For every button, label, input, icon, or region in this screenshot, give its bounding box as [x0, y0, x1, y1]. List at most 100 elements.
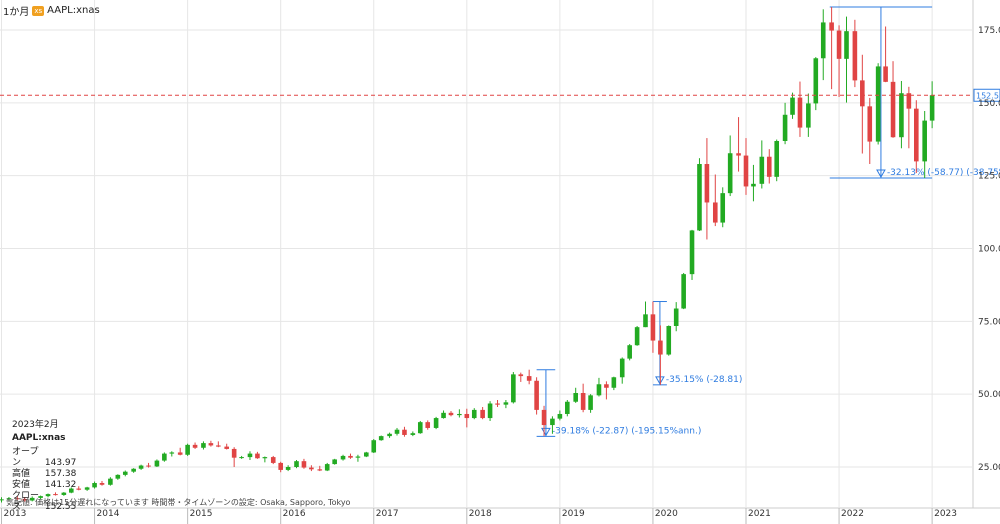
- candle: [169, 451, 175, 457]
- candle: [627, 344, 632, 361]
- candle: [68, 487, 74, 494]
- info-value: 152.55: [44, 502, 77, 512]
- candle-body: [239, 457, 244, 459]
- candle-body: [464, 413, 470, 419]
- candle: [162, 452, 167, 462]
- candle-body: [899, 93, 904, 138]
- candle: [22, 497, 28, 502]
- info-value: 143.97: [44, 458, 77, 468]
- candle: [387, 432, 392, 438]
- info-label: 高値: [12, 469, 31, 479]
- price-label-box: [973, 88, 1000, 102]
- ohlc-info-panel: 2023年2月 AAPL:xnas オープン 143.97 高値 157.38 …: [12, 420, 76, 513]
- candle: [875, 63, 881, 145]
- candle-body: [262, 457, 268, 459]
- info-value: 141.32: [44, 480, 77, 490]
- candle-body: [208, 443, 214, 446]
- candle: [704, 138, 710, 240]
- candle: [177, 447, 183, 456]
- candle: [364, 451, 369, 458]
- candle: [301, 458, 307, 469]
- candle: [495, 399, 500, 407]
- y-tick-label: 25.00: [978, 463, 1000, 473]
- annotation: -35.15% (-28.81): [652, 301, 742, 386]
- candle: [526, 369, 532, 385]
- candle-body: [759, 156, 765, 184]
- candle-body: [503, 402, 509, 405]
- candle-body: [829, 22, 834, 31]
- candle: [580, 383, 586, 413]
- candle: [681, 272, 686, 310]
- candle: [45, 493, 51, 498]
- candle: [38, 495, 43, 500]
- candle: [766, 149, 772, 184]
- candle-body: [541, 409, 547, 426]
- x-tick-label: 2023: [934, 509, 957, 519]
- candle-body: [704, 164, 710, 203]
- price-label: 152.55: [973, 88, 1000, 102]
- candle-body: [712, 202, 718, 223]
- candle-body: [890, 81, 896, 138]
- candle-body: [371, 440, 377, 453]
- candle: [122, 470, 128, 477]
- candle-body: [565, 401, 570, 414]
- candle: [6, 497, 12, 501]
- chart-header: 1か月 xs AAPL:xnas: [3, 3, 100, 18]
- candle: [394, 427, 400, 436]
- x-tick-label: 2016: [283, 509, 306, 519]
- candle: [324, 462, 330, 472]
- candle-body: [658, 340, 663, 355]
- candle-body: [457, 413, 462, 416]
- candle-body: [604, 384, 609, 388]
- candle: [906, 86, 912, 149]
- candle: [154, 459, 160, 467]
- candle-body: [364, 452, 369, 457]
- candle: [541, 405, 547, 437]
- candle-body: [294, 461, 299, 467]
- period-selector[interactable]: 1か月: [3, 7, 30, 18]
- candle-body: [526, 376, 532, 381]
- candle-body: [914, 108, 919, 162]
- candle: [596, 377, 602, 397]
- x-tick-label: 2015: [190, 509, 213, 519]
- candle-body: [487, 403, 493, 419]
- candle-body: [596, 384, 602, 396]
- candle-body: [115, 474, 121, 479]
- candle-body: [340, 455, 346, 460]
- candle: [371, 439, 377, 454]
- candle: [76, 486, 82, 491]
- candle: [146, 462, 151, 468]
- candle-body: [844, 31, 849, 59]
- candle: [712, 174, 718, 227]
- annotation-label: -39.18% (-22.87) (-195.15%ann.): [552, 426, 701, 436]
- info-row-high: 高値 157.38: [12, 469, 76, 480]
- candle: [185, 443, 190, 456]
- info-date: 2023年2月: [12, 420, 59, 430]
- info-row-open: オープン 143.97: [12, 447, 76, 469]
- candle-body: [0, 499, 4, 501]
- candle-body: [627, 345, 632, 359]
- candle: [790, 92, 795, 119]
- candle: [751, 164, 756, 202]
- candle: [813, 57, 819, 111]
- candle: [378, 435, 384, 441]
- candle: [782, 102, 788, 145]
- candle: [720, 187, 726, 228]
- candle: [550, 416, 555, 434]
- candle: [410, 431, 416, 437]
- candle: [867, 97, 873, 165]
- candle: [611, 376, 617, 391]
- candle-body: [162, 453, 167, 461]
- candle: [441, 410, 446, 419]
- candle-body: [425, 422, 431, 428]
- candle: [759, 140, 765, 189]
- candle-body: [355, 456, 361, 458]
- symbol-label[interactable]: AAPL:xnas: [47, 5, 100, 16]
- candle-body: [727, 153, 733, 194]
- candle: [534, 377, 539, 415]
- candle: [658, 325, 663, 385]
- candle: [131, 468, 136, 473]
- candle-body: [471, 409, 477, 419]
- candle: [270, 455, 276, 465]
